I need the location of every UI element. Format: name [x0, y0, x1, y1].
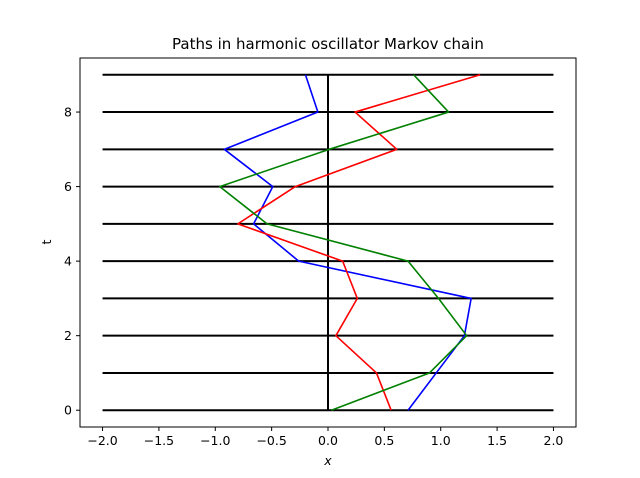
series-lines [218, 74, 481, 411]
series-path-3 [218, 74, 468, 411]
x-tick-label: −0.5 [256, 433, 286, 448]
x-tick-label: −2.0 [87, 433, 117, 448]
series-path-2 [237, 74, 481, 411]
chart-title: Paths in harmonic oscillator Markov chai… [172, 35, 484, 53]
y-tick-label: 2 [64, 328, 72, 343]
x-tick-label: −1.5 [144, 433, 174, 448]
y-axis-ticks: 0 2 4 6 8 [64, 105, 80, 418]
x-tick-label: 0.0 [318, 433, 338, 448]
x-tick-label: 1.5 [487, 433, 507, 448]
y-tick-label: 4 [64, 254, 72, 269]
x-tick-label: 2.0 [544, 433, 564, 448]
y-axis-label: t [39, 239, 54, 244]
reference-lines [102, 73, 554, 412]
x-tick-label: 0.5 [374, 433, 394, 448]
x-axis-label: x [323, 453, 332, 468]
series-path-1 [223, 74, 472, 411]
x-tick-label: 1.0 [431, 433, 451, 448]
y-tick-label: 6 [64, 179, 72, 194]
x-tick-label: −1.0 [200, 433, 230, 448]
y-tick-label: 8 [64, 105, 72, 120]
x-axis-ticks: −2.0 −1.5 −1.0 −0.5 0.0 0.5 1.0 1.5 2.0 [87, 427, 563, 448]
y-tick-label: 0 [64, 403, 72, 418]
